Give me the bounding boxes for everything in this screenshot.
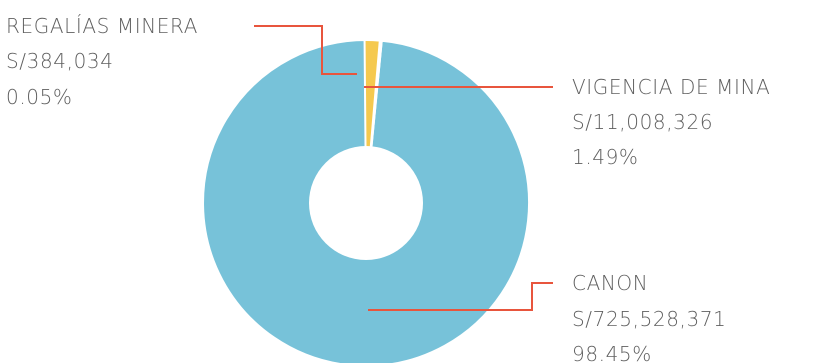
slice-canon[interactable]: [202, 39, 530, 363]
label-name-canon: CANON: [572, 271, 648, 295]
label-name-regalias: REGALÍAS MINERA: [6, 14, 198, 38]
label-name-vigencia: VIGENCIA DE MINA: [572, 75, 770, 99]
donut-hole: [309, 146, 423, 260]
leader-line-canon: [368, 282, 553, 311]
label-percent-vigencia: 1.49%: [572, 145, 639, 169]
leader-line-regalias: [254, 25, 357, 75]
label-amount-canon: S/725,528,371: [572, 307, 726, 331]
label-amount-vigencia: S/11,008,326: [572, 110, 713, 134]
label-amount-regalias: S/384,034: [6, 49, 114, 73]
label-percent-canon: 98.45%: [572, 342, 652, 363]
label-percent-regalias: 0.05%: [6, 85, 73, 109]
